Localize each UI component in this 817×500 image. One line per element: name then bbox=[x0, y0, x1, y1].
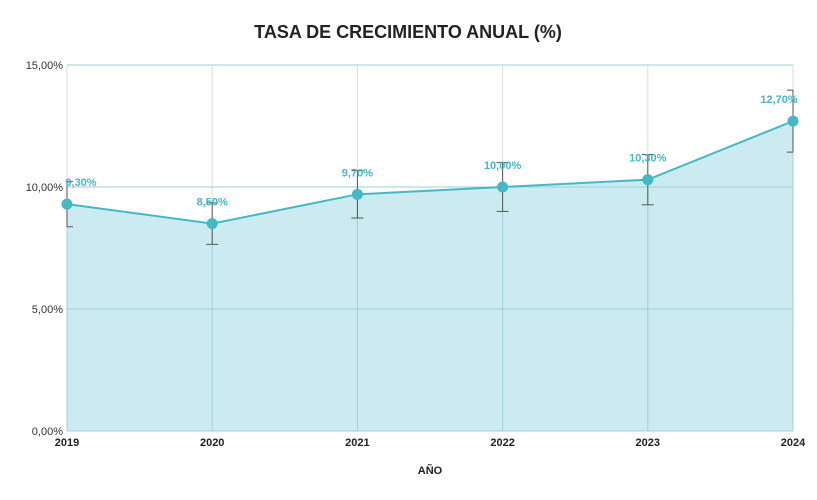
data-point bbox=[787, 115, 799, 127]
x-axis-label: AÑO bbox=[418, 464, 443, 477]
y-tick-label: 0,00% bbox=[32, 426, 63, 438]
data-point bbox=[497, 181, 509, 193]
data-point bbox=[642, 174, 654, 186]
data-point bbox=[351, 188, 363, 200]
data-point bbox=[206, 218, 218, 230]
x-tick-label: 2023 bbox=[636, 437, 660, 449]
data-label: 8,50% bbox=[197, 197, 228, 209]
data-point bbox=[61, 198, 73, 210]
x-tick-label: 2024 bbox=[781, 437, 806, 449]
data-label: 9,70% bbox=[342, 167, 373, 179]
data-label: 10,30% bbox=[629, 153, 667, 165]
y-tick-label: 10,00% bbox=[26, 182, 64, 194]
data-label: 9,30% bbox=[65, 177, 96, 189]
y-tick-label: 15,00% bbox=[26, 60, 64, 72]
x-tick-label: 2019 bbox=[55, 437, 79, 449]
x-tick-label: 2022 bbox=[490, 437, 514, 449]
x-tick-label: 2021 bbox=[345, 437, 369, 449]
x-tick-label: 2020 bbox=[200, 437, 224, 449]
series-line bbox=[66, 120, 794, 225]
data-label: 10,00% bbox=[484, 160, 522, 172]
y-tick-label: 5,00% bbox=[32, 304, 63, 316]
data-label: 12,70% bbox=[760, 94, 798, 106]
area-fill bbox=[67, 121, 793, 432]
chart-title: TASA DE CRECIMIENTO ANUAL (%) bbox=[254, 22, 562, 42]
